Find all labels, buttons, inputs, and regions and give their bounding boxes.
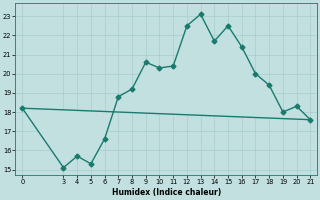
X-axis label: Humidex (Indice chaleur): Humidex (Indice chaleur) [112,188,221,197]
